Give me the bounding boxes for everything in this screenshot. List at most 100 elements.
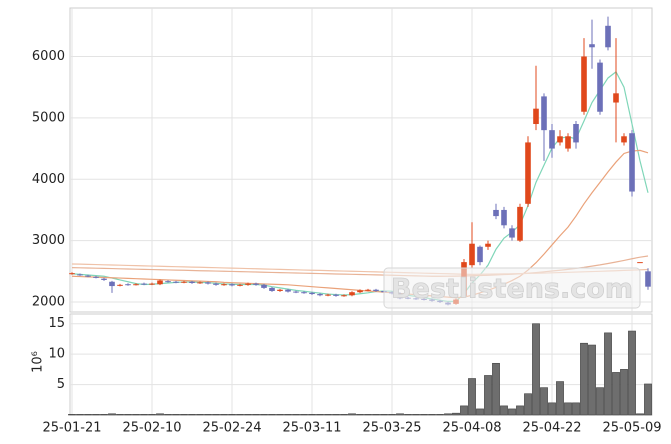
candle-body	[517, 206, 523, 241]
candle-body	[293, 291, 299, 293]
x-tick-label: 25-03-25	[362, 421, 421, 436]
candle-body	[253, 283, 259, 285]
candle-body	[157, 280, 163, 285]
candle-body	[325, 294, 331, 296]
candle-body	[581, 56, 587, 112]
candle-body	[549, 130, 555, 149]
volume-bar	[356, 414, 364, 416]
volume-bar	[452, 412, 460, 416]
candle-body	[533, 108, 539, 125]
volume-bar	[340, 414, 348, 416]
volume-bar	[612, 372, 620, 416]
candle-body	[261, 284, 267, 288]
y-tick-label: 5	[57, 377, 65, 392]
volume-bar	[364, 414, 372, 416]
volume-bar	[260, 414, 268, 416]
candle-body	[589, 44, 595, 48]
volume-bar	[532, 323, 540, 416]
volume-bar	[572, 402, 580, 416]
volume-bar	[204, 414, 212, 416]
volume-bar	[476, 408, 484, 416]
volume-bar	[444, 413, 452, 416]
volume-bar	[292, 414, 300, 416]
candle-body	[333, 294, 339, 296]
volume-bar	[556, 381, 564, 416]
volume-bar	[100, 414, 108, 416]
candle-body	[629, 133, 635, 192]
volume-bar	[404, 414, 412, 416]
y-tick-label: 4000	[32, 172, 65, 187]
candle-body	[477, 246, 483, 263]
candle-body	[77, 274, 83, 276]
volume-bar	[396, 413, 404, 416]
volume-bar	[92, 414, 100, 416]
candle-body	[525, 142, 531, 204]
volume-bar	[212, 414, 220, 416]
watermark: Bestlistens.com	[391, 274, 633, 305]
volume-bar	[644, 383, 652, 416]
y-tick-label: 5000	[32, 110, 65, 125]
volume-bar	[428, 414, 436, 416]
price-panel	[69, 7, 653, 313]
volume-bar	[68, 414, 76, 416]
candle-body	[573, 124, 579, 143]
volume-bar	[164, 414, 172, 416]
candle-body	[317, 294, 323, 296]
candle-body	[597, 62, 603, 112]
candle-body	[605, 25, 611, 48]
y-tick-label: 15	[48, 316, 65, 331]
volume-bar	[388, 414, 396, 416]
candle-body	[509, 228, 515, 238]
volume-bar	[636, 413, 644, 416]
candle-body	[349, 292, 355, 296]
volume-bar	[284, 414, 292, 416]
candle-body	[469, 243, 475, 266]
volume-bar	[380, 414, 388, 416]
x-tick-label: 25-02-10	[122, 421, 181, 436]
volume-bar	[76, 414, 84, 416]
candle-body	[197, 282, 203, 284]
y-tick-label: 6000	[32, 49, 65, 64]
volume-bar	[276, 414, 284, 416]
volume-bar	[420, 414, 428, 416]
candle-body	[645, 271, 651, 287]
candle-body	[205, 282, 211, 284]
candle-body	[101, 278, 107, 280]
x-tick-label: 25-01-21	[42, 421, 101, 436]
volume-bar	[332, 414, 340, 416]
volume-bar	[620, 369, 628, 416]
volume-bar	[116, 414, 124, 416]
volume-bar	[588, 344, 596, 416]
volume-bar	[412, 414, 420, 416]
volume-bar	[140, 414, 148, 416]
volume-bar	[236, 414, 244, 416]
candle-body	[117, 284, 123, 286]
y-tick-label: 3000	[32, 233, 65, 248]
candle-body	[613, 93, 619, 103]
x-tick-label: 25-05-09	[602, 421, 661, 436]
volume-bar	[228, 414, 236, 416]
volume-bar	[500, 405, 508, 416]
candle-body	[541, 96, 547, 131]
candle-body	[621, 136, 627, 143]
volume-bar	[252, 414, 260, 416]
candle-body	[109, 281, 115, 287]
candle-body	[125, 284, 131, 286]
candle-body	[229, 284, 235, 286]
volume-bar	[324, 414, 332, 416]
volume-bar	[628, 330, 636, 416]
volume-bar	[580, 342, 588, 416]
watermark-box	[383, 267, 641, 309]
candle-body	[493, 209, 499, 217]
volume-bar	[108, 413, 116, 416]
candle-body	[213, 283, 219, 285]
candle-body	[141, 283, 147, 285]
volume-bar	[308, 414, 316, 416]
candle-body	[485, 243, 491, 247]
volume-bar	[548, 402, 556, 416]
y-tick-label: 2000	[32, 295, 65, 310]
volume-bar	[540, 387, 548, 416]
volume-bar	[516, 405, 524, 416]
volume-bar	[220, 414, 228, 416]
x-tick-label: 25-04-08	[442, 421, 501, 436]
